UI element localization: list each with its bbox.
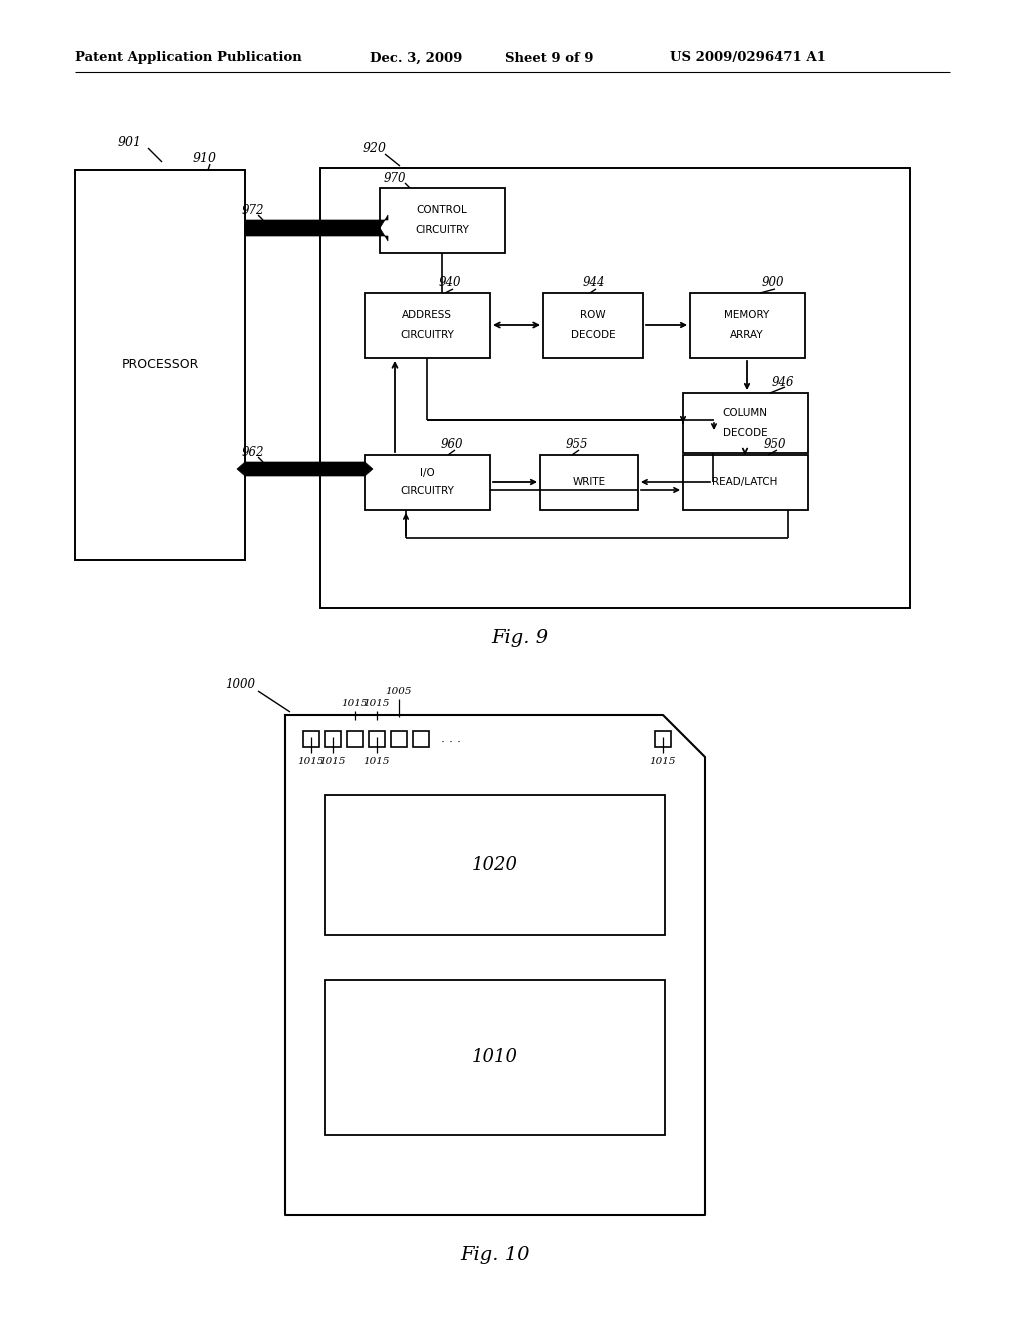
Text: 1010: 1010 (472, 1048, 518, 1067)
Text: 944: 944 (583, 276, 605, 289)
Text: 910: 910 (193, 152, 217, 165)
Bar (655, 731, 671, 747)
Bar (325, 731, 341, 747)
Text: READ/LATCH: READ/LATCH (713, 477, 777, 487)
Bar (325, 795, 665, 935)
Text: US 2009/0296471 A1: US 2009/0296471 A1 (670, 51, 826, 65)
Bar (365, 293, 490, 358)
Bar (365, 455, 490, 510)
Bar (391, 731, 407, 747)
Polygon shape (237, 462, 373, 477)
Text: ROW: ROW (581, 310, 606, 319)
Bar (347, 731, 362, 747)
Bar (75, 170, 245, 560)
Text: 1005: 1005 (386, 686, 413, 696)
Text: Fig. 10: Fig. 10 (460, 1246, 529, 1265)
Bar (303, 731, 319, 747)
Text: Sheet 9 of 9: Sheet 9 of 9 (505, 51, 594, 65)
Text: 1000: 1000 (225, 678, 255, 692)
Text: . . .: . . . (441, 733, 461, 746)
Text: ADDRESS: ADDRESS (402, 310, 452, 319)
Text: DECODE: DECODE (570, 330, 615, 341)
Text: 920: 920 (362, 141, 387, 154)
Bar (325, 979, 665, 1135)
Text: 972: 972 (242, 203, 264, 216)
Text: CIRCUITRY: CIRCUITRY (415, 224, 469, 235)
Bar (319, 168, 910, 609)
Text: 1015: 1015 (364, 756, 390, 766)
Text: I/O: I/O (420, 469, 434, 478)
Bar (540, 455, 638, 510)
Text: 946: 946 (772, 375, 795, 388)
Text: 970: 970 (384, 172, 407, 185)
Bar (683, 393, 808, 453)
Text: 1015: 1015 (319, 756, 346, 766)
Text: ARRAY: ARRAY (730, 330, 764, 341)
Polygon shape (245, 215, 388, 242)
Text: CONTROL: CONTROL (417, 205, 467, 215)
Text: 1015: 1015 (364, 698, 390, 708)
Text: 955: 955 (565, 437, 588, 450)
Text: 1015: 1015 (650, 756, 676, 766)
Text: PROCESSOR: PROCESSOR (121, 359, 199, 371)
Text: 960: 960 (440, 437, 463, 450)
Text: CIRCUITRY: CIRCUITRY (400, 330, 454, 341)
Text: 1015: 1015 (298, 756, 325, 766)
Text: Dec. 3, 2009: Dec. 3, 2009 (370, 51, 463, 65)
Text: 901: 901 (118, 136, 142, 149)
Bar (543, 293, 643, 358)
Text: 1020: 1020 (472, 855, 518, 874)
Text: DECODE: DECODE (723, 428, 767, 438)
Text: 950: 950 (764, 437, 786, 450)
Bar (683, 455, 808, 510)
Text: 900: 900 (762, 276, 784, 289)
Text: 1015: 1015 (342, 698, 369, 708)
Text: 940: 940 (438, 276, 461, 289)
Text: MEMORY: MEMORY (724, 310, 770, 319)
Bar (690, 293, 805, 358)
Bar (369, 731, 385, 747)
Text: 962: 962 (242, 446, 264, 458)
Text: WRITE: WRITE (572, 477, 605, 487)
Text: CIRCUITRY: CIRCUITRY (400, 486, 454, 496)
Text: Patent Application Publication: Patent Application Publication (75, 51, 302, 65)
Bar (380, 187, 505, 253)
Bar (413, 731, 429, 747)
Text: Fig. 9: Fig. 9 (492, 630, 549, 647)
Text: COLUMN: COLUMN (723, 408, 768, 418)
